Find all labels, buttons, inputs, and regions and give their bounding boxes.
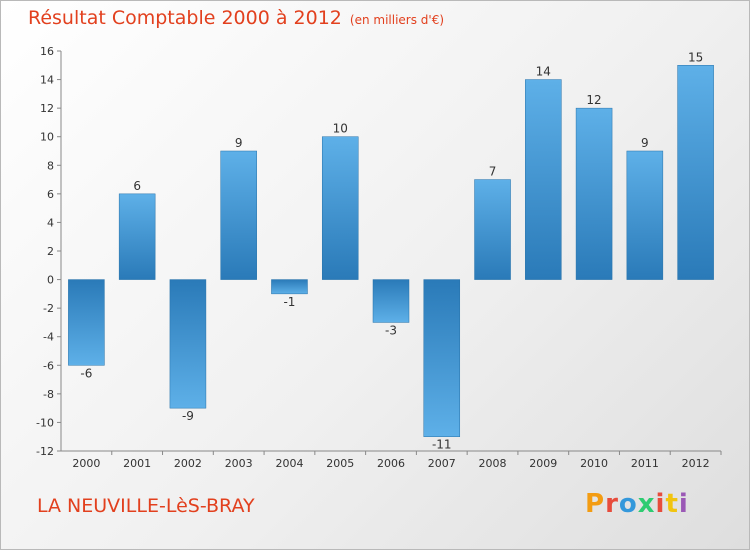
data-label: -11 — [432, 438, 452, 452]
x-tick-label: 2000 — [72, 457, 100, 470]
y-tick-label: 12 — [40, 102, 54, 115]
y-tick-label: -2 — [43, 302, 54, 315]
data-label: 15 — [688, 50, 703, 64]
data-label: 9 — [235, 136, 243, 150]
bar-2001 — [118, 193, 156, 280]
bar-2003 — [220, 150, 257, 280]
chart-title: Résultat Comptable 2000 à 2012 (en millie… — [28, 7, 444, 29]
bar-2005 — [321, 136, 359, 280]
y-tick-label: 10 — [40, 131, 54, 144]
logo-letter: t — [665, 489, 679, 519]
bar-2006 — [372, 279, 410, 323]
x-tick-label: 2008 — [479, 457, 507, 470]
bar-2011 — [626, 150, 664, 280]
y-tick-label: 0 — [47, 274, 54, 287]
data-label: 6 — [133, 179, 141, 193]
y-tick-label: 2 — [47, 245, 54, 258]
x-tick-label: 2004 — [275, 457, 303, 470]
bar-2008 — [474, 179, 511, 280]
x-tick-label: 2009 — [529, 457, 557, 470]
logo-letter: i — [678, 489, 689, 519]
title-text: Résultat Comptable 2000 à 2012 — [28, 7, 342, 29]
logo-letter: P — [585, 489, 606, 519]
logo-letter: r — [605, 489, 619, 519]
bar-2009 — [525, 79, 562, 280]
proxiti-logo: Proxiti — [585, 489, 689, 519]
data-label: 7 — [489, 165, 497, 179]
x-tick-label: 2003 — [225, 457, 253, 470]
logo-letter: x — [637, 489, 656, 519]
bar-2010 — [575, 107, 613, 280]
y-tick-label: -10 — [36, 416, 54, 429]
data-label: -3 — [385, 323, 397, 337]
y-tick-label: 4 — [47, 216, 54, 229]
axes: 16 14 12 10 8 6 4 2 0 -2 -4 -6 -8 -10 -12 2000 2001 2002 2… — [36, 45, 722, 470]
y-tick-label: -6 — [43, 359, 54, 372]
commune-name: LA NEUVILLE-LèS-BRAY — [37, 495, 255, 517]
y-tick-label: 6 — [47, 188, 54, 201]
y-tick-label: 8 — [47, 159, 54, 172]
bar-2000 — [68, 279, 105, 366]
bar-2002 — [169, 279, 207, 409]
data-label: 9 — [641, 136, 649, 150]
y-tick-label: -12 — [36, 445, 54, 458]
logo-letter: i — [655, 489, 666, 519]
x-tick-label: 2011 — [631, 457, 659, 470]
y-tick-label: -4 — [43, 331, 54, 344]
x-tick-label: 2005 — [326, 457, 354, 470]
bar-2012 — [677, 65, 714, 280]
x-tick-label: 2002 — [174, 457, 202, 470]
data-label: 14 — [536, 65, 551, 79]
labels: -6 6 -9 9 -1 10 -3 -11 7 14 12 9 15 — [80, 50, 703, 451]
x-tick-label: 2010 — [580, 457, 608, 470]
data-label: 10 — [333, 122, 348, 136]
x-tick-label: 2007 — [428, 457, 456, 470]
y-tick-label: 14 — [40, 74, 54, 87]
data-label: -1 — [283, 295, 295, 309]
x-tick-label: 2001 — [123, 457, 151, 470]
bar-2007 — [423, 279, 461, 437]
x-tick-label: 2006 — [377, 457, 405, 470]
logo-letter: o — [618, 489, 638, 519]
data-label: 12 — [586, 93, 601, 107]
bars — [68, 65, 714, 437]
bar-2004 — [271, 279, 308, 295]
x-tick-label: 2012 — [682, 457, 710, 470]
data-label: -9 — [182, 409, 194, 423]
y-tick-label: 16 — [40, 45, 54, 58]
chart-subtitle: (en milliers d'€) — [349, 13, 445, 27]
data-label: -6 — [80, 366, 92, 380]
y-tick-label: -8 — [43, 388, 54, 401]
